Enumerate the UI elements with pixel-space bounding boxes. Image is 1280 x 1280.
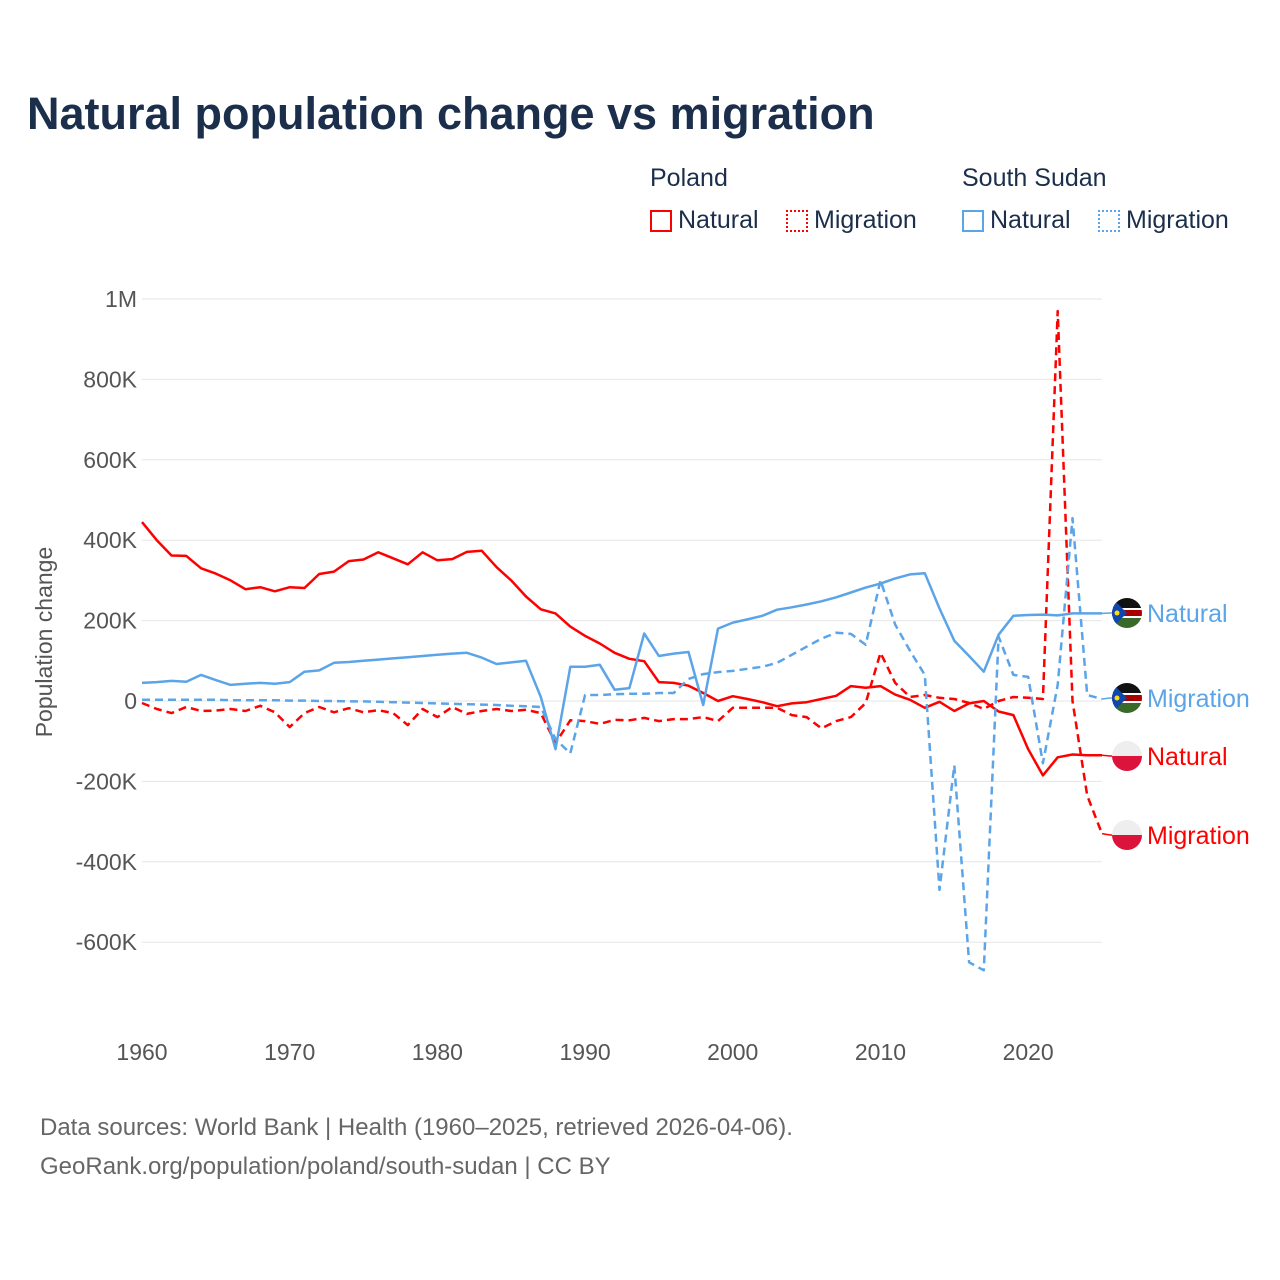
flag-green xyxy=(1112,703,1142,713)
legend-south-sudan-migration[interactable]: Migration xyxy=(1098,206,1229,235)
footer: Data sources: World Bank | Health (1960–… xyxy=(40,1108,793,1186)
legend-swatch-solid xyxy=(962,209,984,232)
flag-red xyxy=(1112,756,1142,771)
x-tick-label: 2010 xyxy=(855,1039,906,1065)
poland-flag-icon xyxy=(1112,820,1142,850)
south-sudan-flag-icon xyxy=(1112,683,1142,713)
y-tick-label: 0 xyxy=(124,688,137,714)
y-tick-label: -400K xyxy=(76,849,138,875)
legend-label: Migration xyxy=(1126,206,1229,234)
legend-group-south-sudan: South Sudan xyxy=(962,164,1107,192)
legend-label: Natural xyxy=(678,206,759,234)
legend-group-poland: Poland xyxy=(650,164,728,192)
legend-poland-migration[interactable]: Migration xyxy=(786,206,917,235)
flag-white xyxy=(1112,820,1142,835)
x-tick-label: 1980 xyxy=(412,1039,463,1065)
end-label-ss-mig: Migration xyxy=(1147,685,1250,713)
y-tick-label: 400K xyxy=(83,527,137,553)
x-tick-label: 2020 xyxy=(1003,1039,1054,1065)
chart-title: Natural population change vs migration xyxy=(27,88,875,139)
x-tick-label: 1960 xyxy=(116,1039,167,1065)
series-line-pl-mig xyxy=(141,309,1104,835)
series-line-ss-nat xyxy=(141,571,1102,751)
source-link[interactable]: GeoRank.org/population/poland/south-suda… xyxy=(40,1153,611,1180)
end-label-pl-mig: Migration xyxy=(1147,822,1250,850)
y-axis-label: Population change xyxy=(31,547,57,738)
y-tick-label: 1M xyxy=(105,286,137,312)
flag-body xyxy=(1112,683,1142,713)
flag-black xyxy=(1112,598,1142,608)
legend-poland-natural[interactable]: Natural xyxy=(650,206,759,235)
legend-label: Natural xyxy=(990,206,1071,234)
end-label-pl-nat: Natural xyxy=(1147,743,1228,771)
x-tick-label: 1970 xyxy=(264,1039,315,1065)
y-tick-label: 600K xyxy=(83,447,137,473)
x-tick-label: 1990 xyxy=(559,1039,610,1065)
y-tick-label: 200K xyxy=(83,608,137,634)
legend-label: Migration xyxy=(814,206,917,234)
series-line-ss-mig xyxy=(142,516,1103,972)
series-line-pl-nat xyxy=(141,521,1102,777)
flag-red xyxy=(1112,835,1142,850)
x-tick-label: 2000 xyxy=(707,1039,758,1065)
legend-swatch-dotted xyxy=(1098,209,1120,232)
data-source-text: Data sources: World Bank | Health (1960–… xyxy=(40,1114,793,1141)
y-tick-label: 800K xyxy=(83,366,137,392)
legend-swatch-dotted xyxy=(786,209,808,232)
flag-body xyxy=(1112,598,1142,628)
y-tick-label: -200K xyxy=(76,768,138,794)
flag-black xyxy=(1112,683,1142,693)
flag-green xyxy=(1112,618,1142,628)
poland-flag-icon xyxy=(1112,741,1142,771)
legend-swatch-solid xyxy=(650,209,672,232)
flag-white xyxy=(1112,741,1142,756)
flag-star xyxy=(1114,695,1120,701)
flag-star xyxy=(1114,610,1120,616)
south-sudan-flag-icon xyxy=(1112,598,1142,628)
y-tick-label: -600K xyxy=(76,929,138,955)
legend-south-sudan-natural[interactable]: Natural xyxy=(962,206,1071,235)
end-label-ss-nat: Natural xyxy=(1147,600,1228,628)
